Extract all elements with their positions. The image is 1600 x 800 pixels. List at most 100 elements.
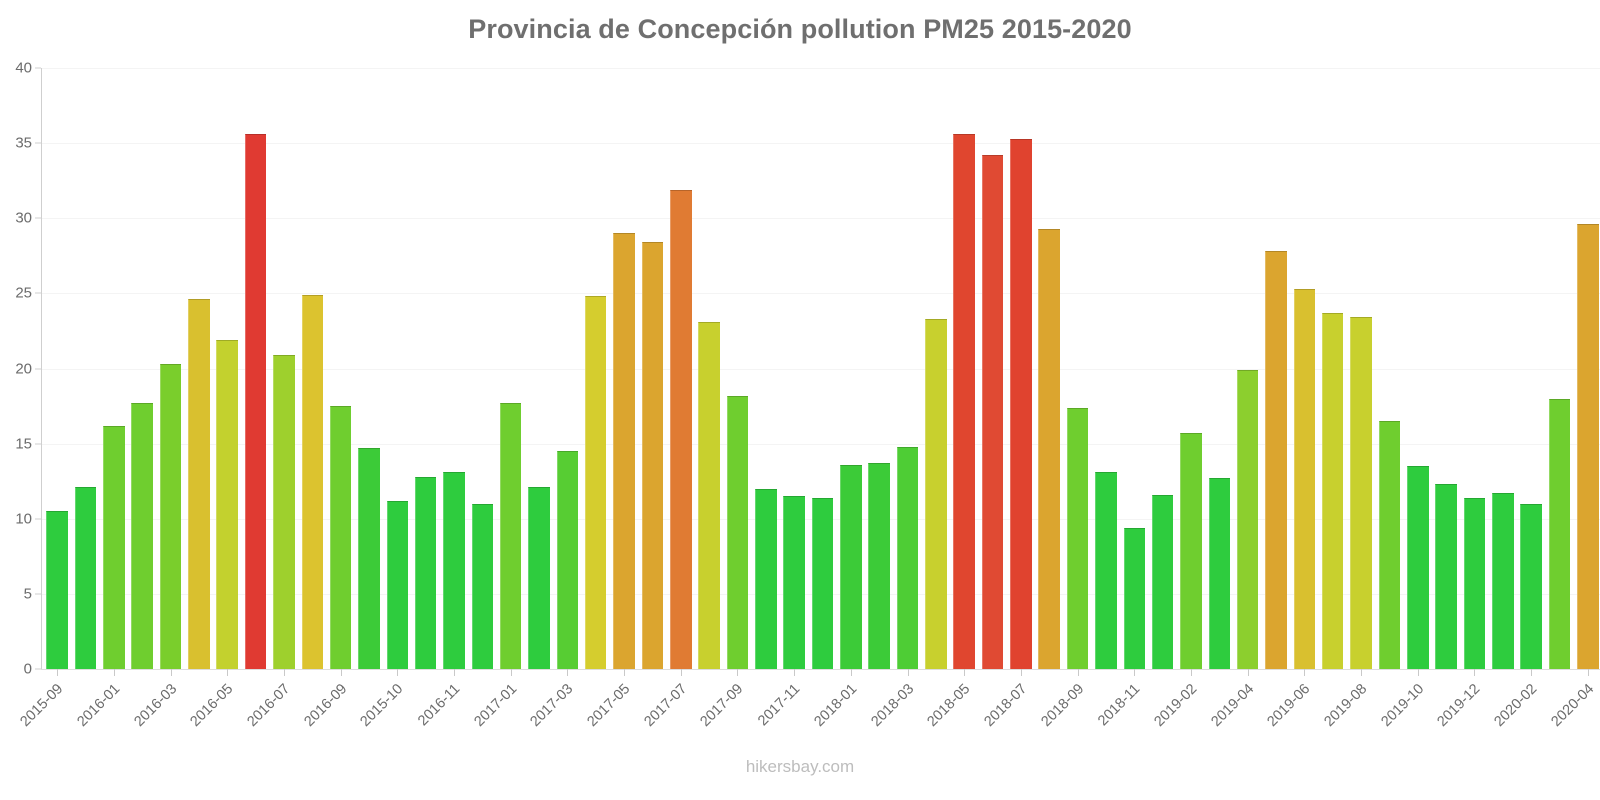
bar[interactable] bbox=[726, 395, 749, 669]
y-axis-tick-mark bbox=[35, 142, 41, 144]
bar[interactable] bbox=[74, 487, 97, 669]
x-axis-tick-mark bbox=[1134, 669, 1136, 676]
bar[interactable] bbox=[301, 294, 324, 669]
y-axis-tick-mark bbox=[35, 593, 41, 595]
y-axis-tick-mark bbox=[35, 217, 41, 219]
gridline bbox=[41, 143, 1600, 145]
y-axis-tick-mark bbox=[35, 67, 41, 69]
y-axis-tick-label: 10 bbox=[15, 510, 32, 528]
bar[interactable] bbox=[896, 446, 919, 669]
bar[interactable] bbox=[641, 242, 664, 669]
bar[interactable] bbox=[981, 155, 1004, 669]
x-axis-tick-mark bbox=[850, 669, 852, 676]
bar[interactable] bbox=[613, 233, 635, 669]
bar[interactable] bbox=[1492, 493, 1514, 669]
x-axis-tick-mark bbox=[1077, 669, 1079, 676]
bar[interactable] bbox=[868, 463, 890, 669]
x-axis-tick-mark bbox=[454, 669, 455, 676]
bar[interactable] bbox=[1180, 433, 1202, 669]
bar[interactable] bbox=[1265, 251, 1287, 669]
bar[interactable] bbox=[499, 403, 522, 669]
bar[interactable] bbox=[471, 503, 494, 669]
x-axis-tick-mark bbox=[624, 669, 626, 676]
bar[interactable] bbox=[1208, 478, 1231, 669]
source-watermark: hikersbay.com bbox=[745, 757, 855, 776]
y-axis-tick-label: 40 bbox=[15, 59, 32, 77]
x-axis-tick-mark bbox=[227, 669, 229, 676]
x-axis-line bbox=[41, 669, 1600, 670]
y-axis-tick-label: 30 bbox=[15, 209, 32, 227]
bar[interactable] bbox=[1548, 398, 1571, 669]
bar[interactable] bbox=[1010, 138, 1032, 669]
y-axis-line bbox=[41, 68, 42, 670]
bar[interactable] bbox=[273, 354, 295, 669]
bar[interactable] bbox=[1577, 224, 1599, 669]
bar[interactable] bbox=[46, 511, 68, 669]
x-axis-tick-mark bbox=[1474, 669, 1476, 676]
bar[interactable] bbox=[386, 500, 409, 669]
x-axis-tick-mark bbox=[113, 669, 115, 676]
y-axis-tick-label: 5 bbox=[23, 585, 32, 603]
gridline bbox=[41, 293, 1600, 295]
bar[interactable] bbox=[1038, 228, 1061, 669]
bar[interactable] bbox=[329, 406, 352, 669]
bar[interactable] bbox=[1350, 317, 1372, 669]
y-axis-tick-mark bbox=[35, 292, 41, 294]
bar[interactable] bbox=[698, 321, 720, 669]
bar[interactable] bbox=[840, 464, 862, 669]
x-axis-tick-mark bbox=[1587, 669, 1589, 676]
gridline bbox=[41, 218, 1600, 220]
bars-container bbox=[41, 68, 1600, 669]
bar[interactable] bbox=[188, 299, 210, 669]
x-axis-tick-mark bbox=[170, 669, 172, 676]
bar[interactable] bbox=[1095, 472, 1117, 669]
bar[interactable] bbox=[953, 134, 975, 669]
bar[interactable] bbox=[670, 189, 692, 669]
bar[interactable] bbox=[783, 496, 805, 669]
bar[interactable] bbox=[414, 476, 437, 669]
x-axis-tick-mark bbox=[510, 669, 512, 676]
bar[interactable] bbox=[443, 472, 465, 669]
x-axis-labels: 2015-09 2016-01 2016-03 2016-05 2016-07 2016-… bbox=[0, 669, 1600, 800]
x-axis-tick-mark bbox=[1531, 669, 1533, 676]
bar[interactable] bbox=[131, 403, 153, 669]
bar[interactable] bbox=[1236, 370, 1259, 669]
x-axis-tick-mark bbox=[340, 669, 342, 676]
bar[interactable] bbox=[103, 425, 125, 669]
bar[interactable] bbox=[584, 296, 607, 669]
x-axis-tick-mark bbox=[794, 669, 796, 676]
bar[interactable] bbox=[216, 339, 238, 669]
bar[interactable] bbox=[925, 318, 947, 669]
bar[interactable] bbox=[1463, 497, 1486, 669]
bar[interactable] bbox=[1520, 503, 1542, 669]
bar[interactable] bbox=[1151, 494, 1174, 669]
y-axis-tick-label: 20 bbox=[15, 360, 32, 377]
x-axis-tick-mark bbox=[1304, 669, 1306, 676]
bar[interactable] bbox=[1321, 312, 1344, 669]
bar[interactable] bbox=[755, 488, 777, 669]
x-axis-tick-label: 2016-01 bbox=[74, 681, 124, 730]
bar[interactable] bbox=[528, 487, 550, 669]
bar[interactable] bbox=[1066, 407, 1089, 669]
gridline bbox=[41, 443, 1600, 445]
bar[interactable] bbox=[1123, 527, 1146, 669]
bar[interactable] bbox=[1293, 288, 1316, 669]
bar[interactable] bbox=[159, 364, 182, 669]
x-axis-tick-mark bbox=[397, 669, 399, 676]
y-axis-labels: 0 5 10 15 20 25 30 35 40 bbox=[0, 0, 41, 800]
y-axis-tick-label: 35 bbox=[15, 134, 32, 152]
x-axis-tick-mark bbox=[680, 669, 682, 676]
y-axis-tick-mark bbox=[35, 668, 41, 670]
y-axis-tick-mark bbox=[35, 518, 41, 520]
bar[interactable] bbox=[358, 448, 380, 669]
x-axis-tick-mark bbox=[567, 669, 569, 676]
bar[interactable] bbox=[1435, 484, 1457, 669]
bar[interactable] bbox=[1378, 421, 1401, 669]
x-axis-tick-mark bbox=[57, 669, 59, 676]
bar[interactable] bbox=[811, 497, 834, 669]
bar[interactable] bbox=[1406, 466, 1429, 669]
bar[interactable] bbox=[244, 134, 267, 669]
bar[interactable] bbox=[556, 451, 579, 669]
y-axis-tick-label: 15 bbox=[15, 435, 32, 453]
